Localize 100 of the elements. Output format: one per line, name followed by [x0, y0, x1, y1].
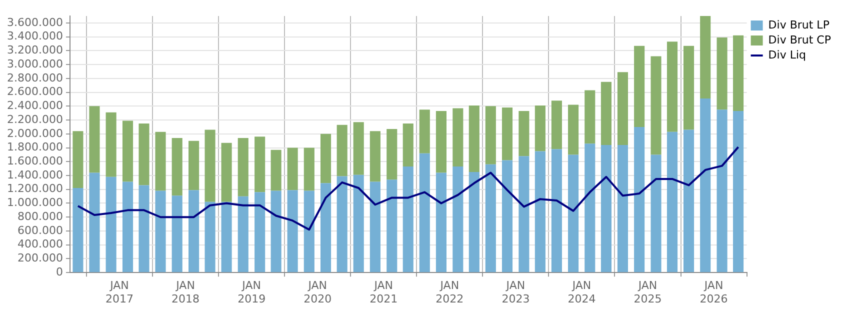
- x-tick-label: JAN 2019: [238, 279, 266, 306]
- bar: [221, 202, 232, 272]
- x-tick-label: JAN 2024: [568, 279, 596, 306]
- legend-label: Div Liq: [768, 48, 806, 62]
- x-tick-label: JAN 2020: [304, 279, 332, 306]
- bar: [419, 110, 430, 154]
- bar: [138, 185, 150, 272]
- bar: [436, 111, 447, 173]
- bar: [551, 100, 562, 150]
- bar: [336, 176, 348, 272]
- bar: [155, 132, 166, 191]
- bar: [584, 90, 596, 144]
- x-tick-label: JAN 2022: [436, 279, 464, 306]
- bar: [287, 190, 298, 272]
- y-tick-label: 0: [56, 265, 63, 278]
- y-tick-label: 3.200.000: [7, 44, 63, 57]
- bar: [551, 149, 562, 272]
- y-tick-label: 2.400.000: [7, 99, 63, 112]
- bar: [238, 196, 248, 272]
- bar: [634, 126, 645, 272]
- y-tick-label: 3.400.000: [7, 30, 63, 43]
- y-tick-label: 600.000: [17, 224, 63, 237]
- bar: [304, 190, 314, 272]
- bar: [617, 72, 628, 145]
- x-tick-label: JAN 2017: [106, 279, 134, 306]
- bar: [287, 148, 298, 190]
- bar: [468, 172, 480, 272]
- bar: [72, 131, 84, 188]
- bar: [188, 190, 200, 272]
- bar: [270, 190, 282, 272]
- y-tick-label: 1.200.000: [7, 182, 63, 196]
- bar: [238, 138, 248, 196]
- y-tick-label: 3.600.000: [7, 16, 63, 29]
- x-tick-label: JAN 2018: [172, 279, 200, 306]
- bar: [634, 46, 645, 127]
- bar: [617, 144, 628, 272]
- bar: [700, 98, 711, 272]
- bar: [188, 140, 200, 190]
- bar: [650, 56, 662, 155]
- bar: [733, 35, 744, 112]
- bar: [584, 144, 596, 272]
- bar: [534, 105, 546, 152]
- bar: [72, 188, 84, 272]
- bar: [468, 105, 480, 172]
- bar: [336, 124, 348, 176]
- bar: [485, 106, 496, 164]
- y-tick-label: 1.800.000: [7, 140, 63, 154]
- bar: [106, 112, 116, 177]
- bar: [172, 138, 182, 196]
- bar: [172, 196, 182, 272]
- bar: [320, 134, 332, 184]
- y-tick-label: 2.800.000: [7, 71, 63, 84]
- bar: [254, 136, 266, 192]
- y-tick-label: 3.000.000: [7, 57, 63, 70]
- bar: [716, 110, 728, 272]
- bar: [122, 182, 134, 272]
- bar: [666, 42, 678, 132]
- bar: [138, 123, 150, 186]
- bar: [254, 192, 266, 272]
- bar: [89, 172, 100, 272]
- y-tick-label: 2.200.000: [7, 112, 63, 126]
- bar: [485, 164, 496, 272]
- bar: [568, 154, 579, 272]
- bar: [370, 131, 380, 182]
- bar: [353, 122, 364, 175]
- bar: [353, 174, 364, 272]
- bar: [568, 104, 579, 155]
- x-tick-label: JAN 2023: [502, 279, 530, 306]
- bar: [452, 108, 464, 166]
- bar: [402, 123, 414, 166]
- bar: [89, 106, 100, 173]
- bar: [502, 160, 513, 272]
- x-tick-label: JAN 2021: [370, 279, 398, 306]
- bar: [600, 144, 612, 272]
- y-tick-label: 1.000.000: [7, 196, 63, 210]
- y-tick-label: 200.000: [17, 252, 63, 265]
- y-tick-label: 400.000: [17, 238, 63, 251]
- y-tick-label: 2.600.000: [7, 85, 63, 98]
- bar: [270, 150, 282, 191]
- bar: [402, 166, 414, 272]
- bar: [518, 111, 530, 156]
- bar: [733, 111, 744, 272]
- x-tick-label: JAN 2026: [700, 279, 728, 306]
- bar: [320, 183, 332, 272]
- bar: [304, 148, 314, 191]
- y-tick-label: 1.600.000: [7, 154, 63, 168]
- bar: [106, 176, 116, 272]
- bar: [683, 46, 694, 130]
- bar: [700, 16, 711, 99]
- bar: [221, 142, 232, 202]
- bar: [452, 166, 464, 272]
- bar: [436, 172, 447, 272]
- y-tick-label: 1.400.000: [7, 168, 63, 182]
- y-tick-label: 800.000: [17, 210, 63, 223]
- bar: [122, 120, 134, 182]
- bar: [518, 156, 530, 272]
- bar: [502, 108, 513, 160]
- bar: [650, 154, 662, 272]
- bar: [534, 151, 546, 272]
- bar: [204, 202, 216, 272]
